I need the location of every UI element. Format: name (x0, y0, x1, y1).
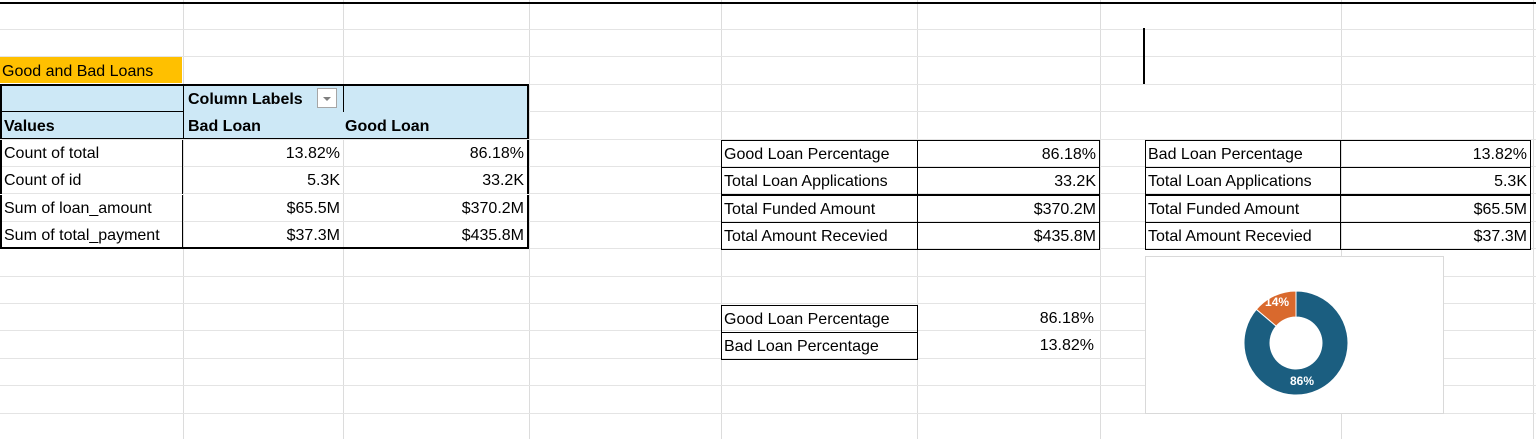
summary-label[interactable]: Good Loan Percentage (721, 140, 918, 168)
gridline-horizontal (0, 166, 1536, 167)
summary-label[interactable]: Total Loan Applications (721, 167, 918, 195)
gridline-vertical (343, 0, 344, 439)
sheet-divider-line (1143, 28, 1145, 84)
summary-label[interactable]: Total Amount Recevied (721, 222, 918, 250)
gridline-vertical (1341, 0, 1342, 439)
pivot-header-blank-right[interactable] (343, 84, 529, 112)
good-loan-data-label: 86% (1290, 374, 1314, 388)
summary-value[interactable]: 13.82% (1341, 140, 1531, 168)
gridline-horizontal (0, 221, 1536, 222)
pivot-title[interactable]: Good and Bad Loans (0, 57, 182, 83)
gridline-vertical (183, 0, 184, 439)
summary-value[interactable]: $370.2M (917, 195, 1100, 223)
gridline-horizontal (0, 248, 1536, 249)
pivot-row-label[interactable]: Sum of loan_amount (0, 195, 183, 222)
gridline-horizontal (0, 84, 1536, 85)
gridline-horizontal (0, 111, 1536, 112)
gridline-vertical (529, 0, 530, 439)
summary-label[interactable]: Total Funded Amount (1145, 195, 1341, 223)
pivot-cell-good[interactable]: $370.2M (343, 195, 529, 222)
gridline-horizontal (0, 385, 1536, 386)
loan-doughnut-chart[interactable]: 14% 86% (1145, 256, 1444, 414)
gridline-horizontal (0, 139, 1536, 140)
summary-value[interactable]: $65.5M (1341, 195, 1531, 223)
gridline-horizontal (0, 358, 1536, 359)
chevron-down-icon (322, 89, 332, 107)
bad-loan-data-label: 14% (1265, 295, 1289, 309)
pivot-col-bad-loan[interactable]: Bad Loan (183, 112, 343, 139)
pivot-cell-bad[interactable]: $37.3M (183, 222, 343, 249)
summary-value[interactable]: 33.2K (917, 167, 1100, 195)
pivot-cell-bad[interactable]: $65.5M (286, 200, 340, 217)
good-loan-slice[interactable] (1243, 290, 1349, 396)
gridline-horizontal (0, 56, 1536, 57)
pivot-column-labels[interactable]: Column Labels (183, 84, 343, 112)
gridline-horizontal (0, 330, 1536, 331)
doughnut-chart-svg: 14% 86% (1243, 290, 1349, 396)
gridline-horizontal (0, 413, 1536, 414)
gridline-horizontal (0, 303, 1536, 304)
pivot-cell-bad[interactable]: 13.82% (285, 145, 340, 162)
gridline-vertical (1100, 0, 1101, 439)
summary-value[interactable]: $435.8M (917, 222, 1100, 250)
sheet-top-border (0, 2, 1536, 4)
gridline-horizontal (0, 276, 1536, 277)
column-labels-filter-button[interactable] (317, 88, 337, 108)
summary-label[interactable]: Total Funded Amount (721, 195, 918, 223)
summary-value[interactable]: $37.3M (1341, 222, 1531, 250)
summary-label[interactable]: Total Amount Recevied (1145, 222, 1341, 250)
percent-label[interactable]: Bad Loan Percentage (721, 332, 918, 360)
pivot-cell-good[interactable]: $435.8M (343, 222, 529, 249)
pivot-cell-bad[interactable]: 5.3K (307, 172, 340, 189)
pivot-values-label[interactable]: Values (0, 112, 183, 139)
gridline-horizontal (0, 29, 1536, 30)
summary-label[interactable]: Bad Loan Percentage (1145, 140, 1341, 168)
percent-value[interactable]: 86.18% (1039, 310, 1094, 327)
pivot-cell-good[interactable]: 33.2K (343, 167, 529, 194)
pivot-row-label[interactable]: Sum of total_payment (0, 222, 183, 249)
percent-value[interactable]: 13.82% (1039, 337, 1094, 354)
pivot-row-label[interactable]: Count of total (0, 140, 183, 167)
pivot-row-label[interactable]: Count of id (0, 167, 183, 194)
column-labels-text: Column Labels (188, 91, 303, 108)
gridline-vertical (1533, 0, 1534, 439)
pivot-col-good-loan[interactable]: Good Loan (343, 112, 529, 139)
summary-value[interactable]: 5.3K (1341, 167, 1531, 195)
pivot-header-blank[interactable] (0, 84, 183, 112)
percent-label[interactable]: Good Loan Percentage (721, 305, 918, 333)
summary-value[interactable]: 86.18% (917, 140, 1100, 168)
summary-label[interactable]: Total Loan Applications (1145, 167, 1341, 195)
pivot-cell-good[interactable]: 86.18% (343, 140, 529, 167)
gridline-horizontal (0, 193, 1536, 194)
